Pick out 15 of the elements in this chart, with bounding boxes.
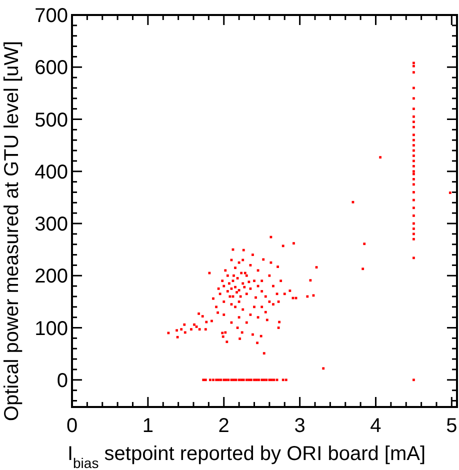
- y-tick-label: 600: [34, 57, 68, 80]
- y-tick-label: 400: [34, 161, 68, 184]
- y-tick-label: 0: [56, 370, 68, 392]
- x-tick-label: 2: [218, 415, 230, 437]
- y-axis-title: Optical power measured at GTU level [uW]: [1, 40, 23, 422]
- x-tick-label: 1: [142, 415, 154, 437]
- y-tick-label: 300: [34, 214, 68, 236]
- y-tick-label: 700: [34, 5, 68, 27]
- y-tick-label: 100: [34, 318, 68, 340]
- x-tick-label: 4: [370, 415, 382, 437]
- y-tick-label: 500: [34, 109, 68, 132]
- y-tick-label: 200: [34, 266, 68, 288]
- x-tick-label: 3: [294, 415, 306, 437]
- x-tick-label: 5: [446, 415, 458, 437]
- x-axis-title: I$_{bias}$ setpoint reported by ORI board [mA]: [67, 443, 426, 470]
